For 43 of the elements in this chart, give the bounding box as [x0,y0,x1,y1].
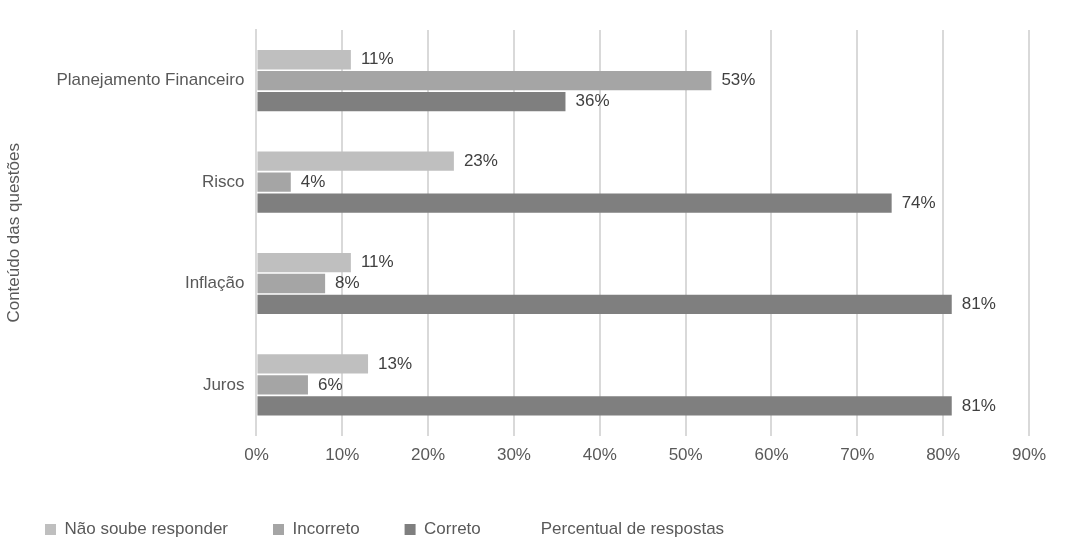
x-tick-label: 40% [582,445,617,465]
data-label: 8% [335,273,360,293]
x-tick-label: 30% [496,445,531,465]
data-label: 11% [360,252,394,272]
bar [257,375,308,395]
legend-label: Incorreto [292,519,360,539]
bar [257,92,566,112]
y-tick-label: Planejamento Financeiro [56,70,245,90]
data-label: 81% [961,395,996,415]
data-label: 4% [300,171,326,191]
data-label: 53% [721,70,756,90]
bar [257,71,712,91]
y-tick-label: Juros [202,374,245,394]
x-tick-label: 20% [411,445,446,465]
x-tick-label: 50% [668,445,703,465]
bar [257,151,454,171]
x-tick-label: 0% [244,445,269,465]
bar [257,273,326,294]
data-label: 74% [901,192,936,212]
y-tick-label: Risco [201,171,245,191]
legend-label: Não soube responder [64,519,229,539]
data-label: 13% [378,353,413,373]
x-tick-label: 90% [1011,445,1047,465]
bar [257,354,369,374]
bar [257,252,351,273]
x-tick-label: 80% [926,445,961,465]
x-tick-label: 10% [325,445,360,465]
bar [257,396,952,416]
data-label: 11% [360,49,394,69]
legend-label: Correto [424,519,481,539]
data-label: 81% [961,294,996,314]
bar [257,193,892,213]
data-label: 6% [317,374,343,394]
data-label: 23% [463,150,498,170]
y-tick-label: Inflação [184,273,245,293]
x-axis-title: Percentual de respostas [540,519,725,539]
x-tick-label: 70% [840,445,875,465]
bar [257,50,351,70]
y-axis-title: Conteúdo das questões [3,143,23,323]
bar [257,294,952,315]
data-label: 36% [575,91,610,111]
x-tick-label: 60% [754,445,789,465]
bar [257,172,291,192]
